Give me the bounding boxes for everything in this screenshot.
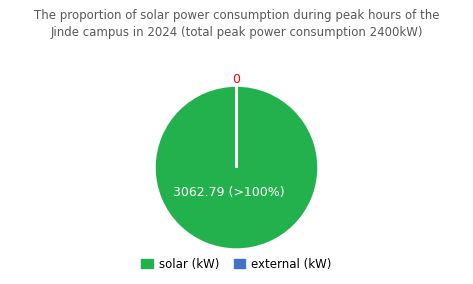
Text: The proportion of solar power consumption during peak hours of the
Jinde campus : The proportion of solar power consumptio…: [34, 9, 439, 39]
Legend: solar (kW), external (kW): solar (kW), external (kW): [137, 253, 336, 275]
Wedge shape: [155, 86, 318, 249]
Text: 3062.79 (>100%): 3062.79 (>100%): [173, 186, 284, 199]
Text: 0: 0: [233, 73, 240, 86]
